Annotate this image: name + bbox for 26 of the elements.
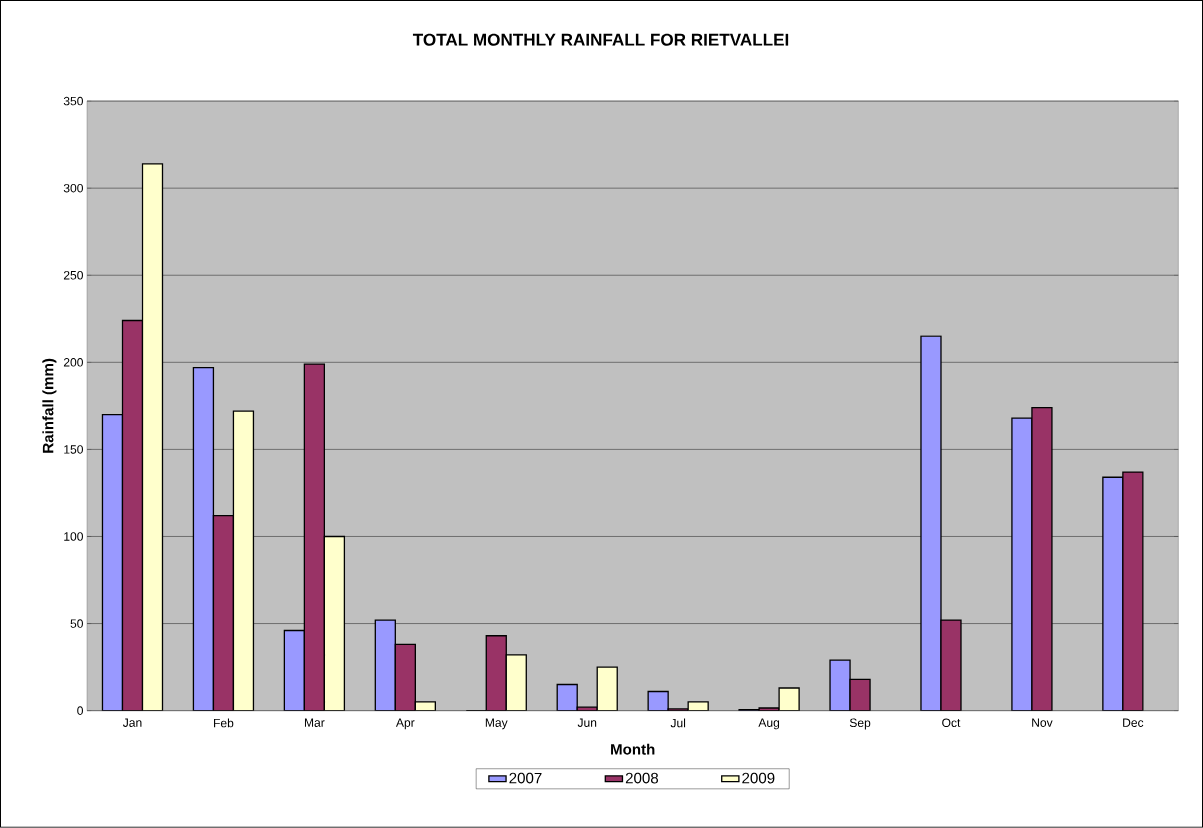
x-tick-label: Jun	[577, 718, 597, 727]
y-tick-label: 100	[64, 532, 83, 541]
chart-title: TOTAL MONTHLY RAINFALL FOR RIETVALLEI	[412, 33, 789, 46]
y-tick-label: 350	[63, 96, 83, 106]
x-tick-label: Nov	[1032, 718, 1053, 727]
x-tick-label: Sep	[849, 718, 871, 730]
y-tick-label: 200	[63, 358, 83, 367]
y-tick-label: 150	[64, 445, 83, 454]
x-tick-label: Aug	[758, 718, 780, 730]
y-tick-label: 0	[77, 706, 83, 715]
x-tick-label: Jul	[670, 718, 686, 728]
x-tick-label: May	[485, 718, 508, 730]
x-tick-label: Dec	[1123, 718, 1144, 727]
x-tick-label: Apr	[395, 718, 415, 730]
y-tick-label: 300	[63, 183, 83, 193]
legend-label: 2009	[742, 772, 775, 784]
x-tick-label: Feb	[214, 718, 234, 728]
y-tick-label: 250	[63, 271, 83, 280]
x-tick-label: Jan	[122, 718, 142, 727]
legend-label: 2008	[625, 772, 659, 784]
x-tick-label: Mar	[304, 718, 325, 727]
y-tick-label: 50	[70, 619, 83, 628]
y-axis-title: Rainfall (mm)	[42, 358, 57, 453]
x-axis-title: Month	[611, 743, 655, 755]
x-tick-label: Oct	[942, 718, 961, 728]
legend-label: 2007	[509, 772, 542, 784]
